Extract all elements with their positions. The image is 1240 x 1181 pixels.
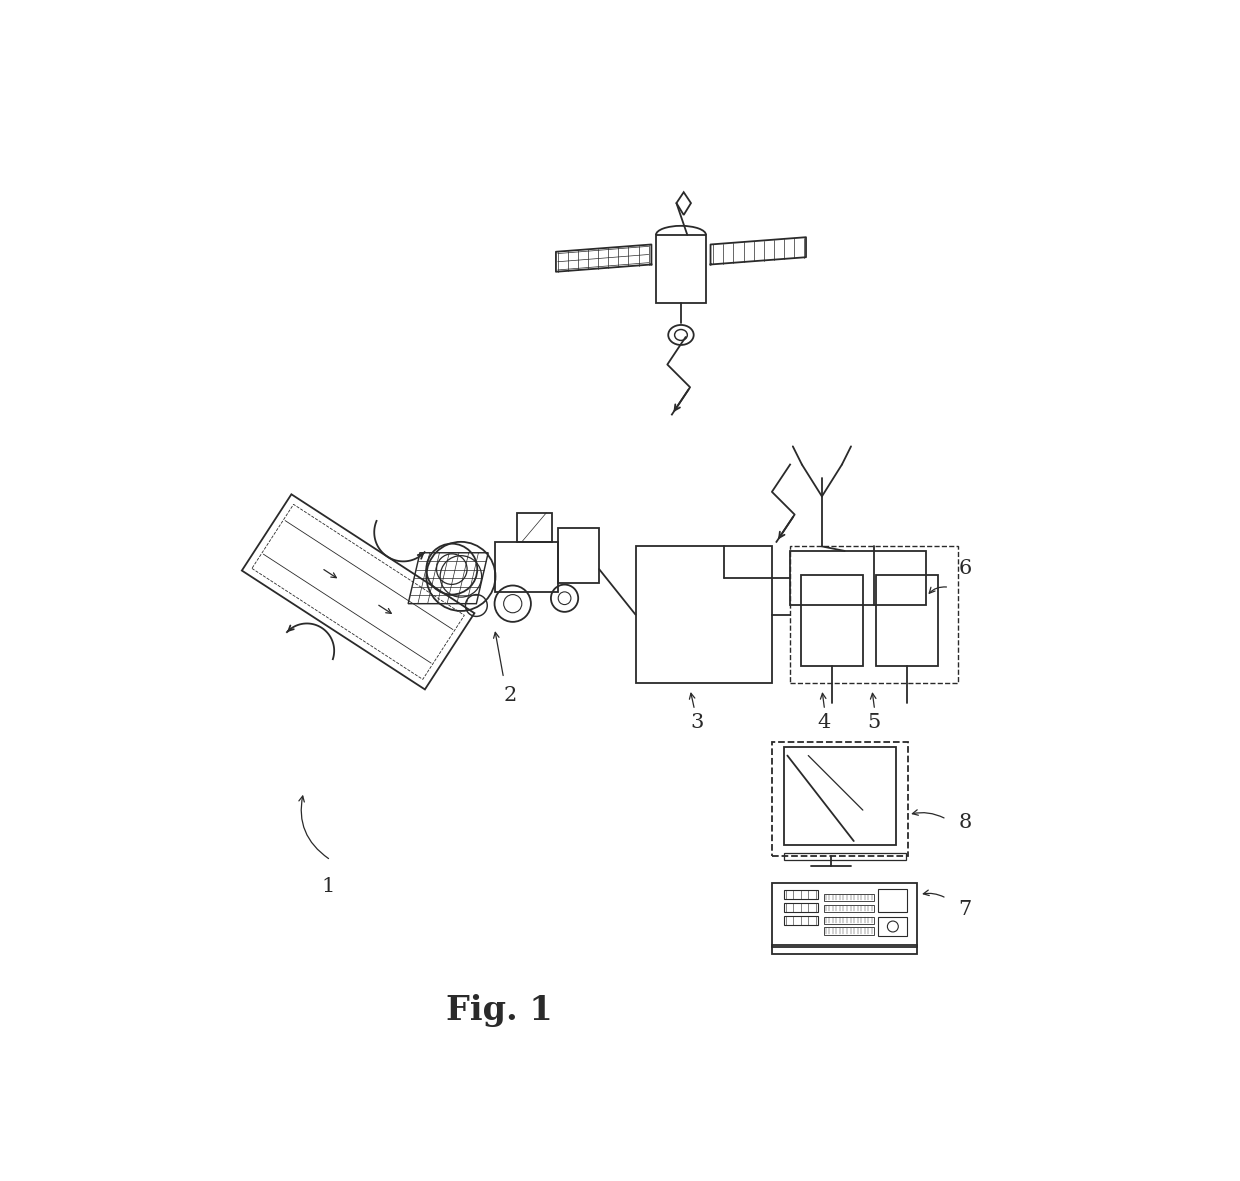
Text: 8: 8 (959, 814, 972, 833)
Bar (784, 890, 818, 899)
Bar (823, 927, 874, 934)
Bar (784, 915, 818, 925)
Text: 7: 7 (959, 900, 972, 919)
Bar (517, 513, 552, 542)
Text: 2: 2 (503, 686, 517, 705)
Bar (877, 575, 939, 666)
Bar (495, 542, 558, 592)
Bar (656, 235, 706, 304)
Text: 6: 6 (959, 559, 972, 578)
Text: 4: 4 (817, 713, 831, 732)
Bar (773, 945, 918, 954)
Bar (823, 894, 874, 901)
Bar (823, 905, 874, 912)
Bar (790, 550, 926, 606)
Bar (801, 575, 863, 666)
Bar (784, 853, 905, 860)
Bar (773, 883, 918, 946)
Bar (784, 748, 897, 844)
Bar (636, 547, 773, 683)
Bar (784, 902, 818, 912)
Bar (790, 547, 959, 683)
Text: 1: 1 (321, 877, 335, 896)
Bar (823, 916, 874, 924)
Bar (773, 742, 909, 855)
Text: Fig. 1: Fig. 1 (445, 993, 553, 1026)
Text: 5: 5 (868, 713, 880, 732)
Bar (878, 918, 908, 935)
Bar (558, 528, 599, 582)
Bar (878, 889, 908, 912)
Text: 3: 3 (691, 713, 703, 732)
